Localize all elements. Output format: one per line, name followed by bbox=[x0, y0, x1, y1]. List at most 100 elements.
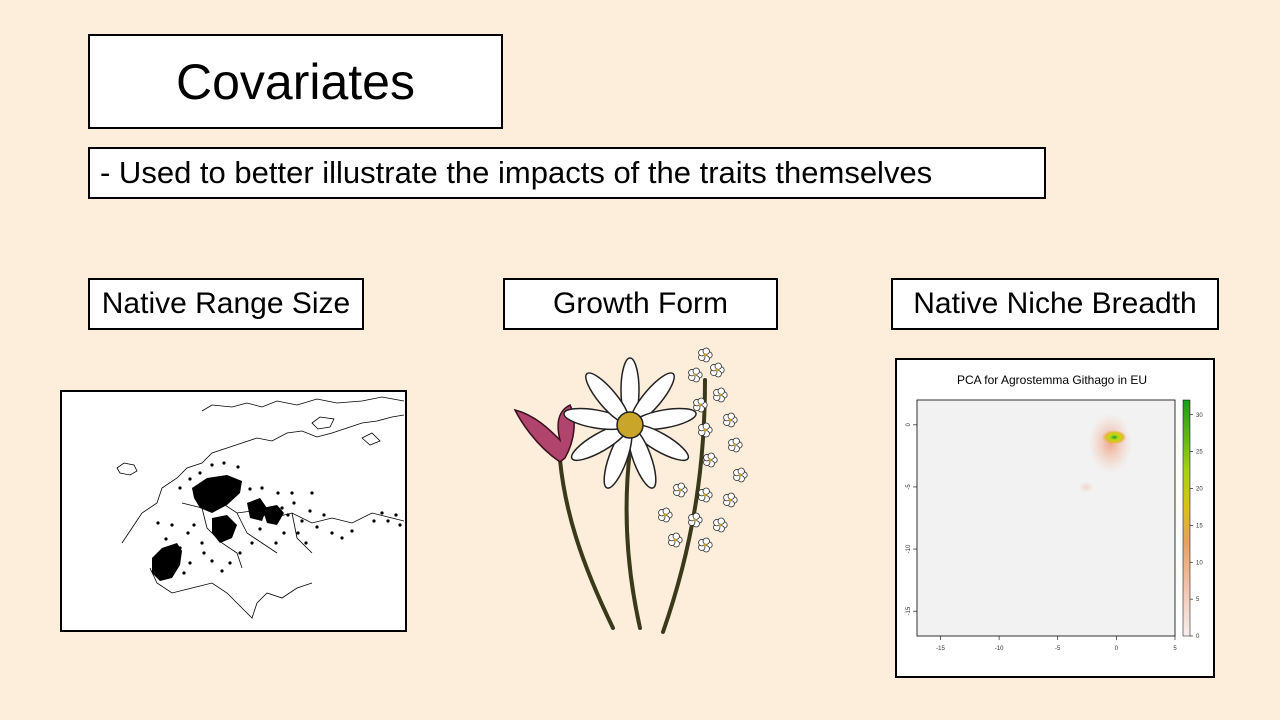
colorbar-tick-label: 0 bbox=[1196, 634, 1200, 640]
growth-form-label: Growth Form bbox=[552, 287, 729, 320]
chart-title: PCA for Agrostemma Githago in EU bbox=[957, 373, 1147, 387]
map-occurrence-dot bbox=[380, 510, 384, 515]
x-tick-label: -5 bbox=[1055, 646, 1061, 652]
map-occurrence-dot bbox=[202, 550, 206, 555]
native-range-size-label: Native Range Size bbox=[101, 287, 351, 320]
y-tick-label: -15 bbox=[906, 606, 912, 615]
native-niche-breadth-label-box: Native Niche Breadth bbox=[891, 278, 1219, 330]
map-occurrence-dot bbox=[182, 570, 186, 575]
map-occurrence-dot bbox=[210, 558, 214, 563]
blossom-icon bbox=[713, 387, 728, 403]
plot-area bbox=[916, 399, 1176, 637]
map-occurrence-dot bbox=[310, 490, 314, 495]
x-tick-label: 0 bbox=[1115, 646, 1119, 652]
map-occurrence-dot bbox=[386, 518, 390, 523]
map-occurrence-dot bbox=[238, 550, 242, 555]
blossom-icon bbox=[698, 347, 713, 363]
map-island bbox=[361, 432, 381, 445]
pca-heatmap-chart: PCA for Agrostemma Githago in EU -15 -10 -… bbox=[906, 373, 1203, 652]
map-occurrence-dot bbox=[198, 470, 202, 475]
map-occurrence-cluster bbox=[192, 474, 242, 513]
x-tick-label: -10 bbox=[995, 646, 1004, 652]
map-occurrence-dot bbox=[210, 462, 214, 467]
flower-stem bbox=[624, 448, 642, 630]
map-occurrence-dot bbox=[315, 524, 319, 529]
map-coastline bbox=[149, 567, 313, 619]
blossom-icon bbox=[658, 507, 673, 523]
colorbar-tick-label: 10 bbox=[1196, 560, 1203, 566]
map-occurrence-dot bbox=[286, 512, 290, 517]
daisy-flower bbox=[563, 357, 697, 489]
map-occurrence-dot bbox=[330, 530, 334, 535]
map-island bbox=[311, 416, 335, 429]
blossom-icon bbox=[693, 397, 708, 413]
map-occurrence-dot bbox=[292, 500, 296, 505]
slide-subtitle: - Used to better illustrate the impacts … bbox=[100, 155, 933, 190]
map-occurrence-dot bbox=[188, 476, 192, 481]
map-occurrence-dot bbox=[265, 508, 269, 513]
blossom-icon bbox=[728, 437, 743, 453]
x-tick-label: -15 bbox=[936, 646, 945, 652]
map-occurrence-dot bbox=[210, 490, 214, 495]
map-occurrence-dot bbox=[222, 460, 226, 465]
map-border bbox=[201, 507, 313, 568]
map-occurrence-dot bbox=[394, 512, 398, 517]
colorbar-tick-label: 5 bbox=[1196, 597, 1200, 603]
map-coastline bbox=[201, 396, 404, 411]
map-occurrence-dot bbox=[170, 522, 174, 527]
blossom-icon bbox=[723, 492, 738, 508]
map-occurrence-dot bbox=[274, 540, 278, 545]
native-range-size-label-box: Native Range Size bbox=[88, 278, 364, 330]
map-occurrence-dot bbox=[322, 512, 326, 517]
growth-form-label-box: Growth Form bbox=[503, 278, 778, 330]
flower-stem bbox=[558, 458, 615, 630]
density-tail bbox=[1078, 481, 1095, 494]
map-coastline bbox=[121, 414, 404, 543]
y-tick-label: -10 bbox=[906, 544, 912, 553]
map-occurrence-cluster bbox=[152, 542, 182, 581]
colorbar-tick-label: 20 bbox=[1196, 487, 1203, 493]
pca-chart-frame: PCA for Agrostemma Githago in EU -15 -10 -… bbox=[895, 358, 1215, 678]
map-occurrence-dot bbox=[164, 536, 168, 541]
blossom-icon bbox=[698, 487, 713, 503]
pink-bud bbox=[513, 403, 575, 463]
map-occurrence-dot bbox=[250, 540, 254, 545]
map-occurrence-dot bbox=[200, 540, 204, 545]
map-occurrence-dot bbox=[186, 530, 190, 535]
map-occurrence-dot bbox=[290, 490, 294, 495]
blossom-icon bbox=[668, 532, 683, 548]
blossom-icon bbox=[688, 367, 703, 383]
map-occurrence-dot bbox=[398, 522, 402, 527]
blossom-icon bbox=[698, 537, 713, 553]
map-occurrence-dot bbox=[260, 485, 264, 490]
slide-title: Covariates bbox=[176, 53, 415, 110]
range-map-frame bbox=[60, 390, 407, 632]
map-occurrence-dot bbox=[178, 485, 182, 490]
map-occurrence-dot bbox=[282, 530, 286, 535]
map-occurrence-cluster bbox=[212, 514, 237, 543]
map-island bbox=[116, 462, 138, 475]
map-occurrence-dot bbox=[280, 505, 284, 510]
colorbar bbox=[1182, 399, 1191, 637]
blossom-icon bbox=[723, 412, 738, 428]
map-occurrence-dot bbox=[340, 535, 344, 540]
map-occurrence-dot bbox=[300, 518, 304, 523]
map-occurrence-dot bbox=[178, 545, 182, 550]
map-occurrence-dot bbox=[272, 516, 276, 521]
y-tick-label: 0 bbox=[906, 423, 912, 427]
blossom-icon bbox=[710, 362, 725, 378]
map-occurrence-dot bbox=[308, 508, 312, 513]
map-occurrence-dot bbox=[276, 490, 280, 495]
map-occurrence-dot bbox=[350, 528, 354, 533]
map-occurrence-dot bbox=[304, 540, 308, 545]
blossom-icon bbox=[673, 482, 688, 498]
flower-stem bbox=[661, 378, 707, 634]
blossom-icon bbox=[733, 467, 748, 483]
map-occurrence-dot bbox=[228, 560, 232, 565]
slide-title-box: Covariates bbox=[88, 34, 503, 129]
native-niche-breadth-label: Native Niche Breadth bbox=[913, 287, 1197, 320]
map-occurrence-dot bbox=[372, 518, 376, 523]
colorbar-tick-label: 15 bbox=[1196, 523, 1203, 529]
map-occurrence-dot bbox=[192, 522, 196, 527]
y-tick-label: -5 bbox=[906, 484, 912, 490]
